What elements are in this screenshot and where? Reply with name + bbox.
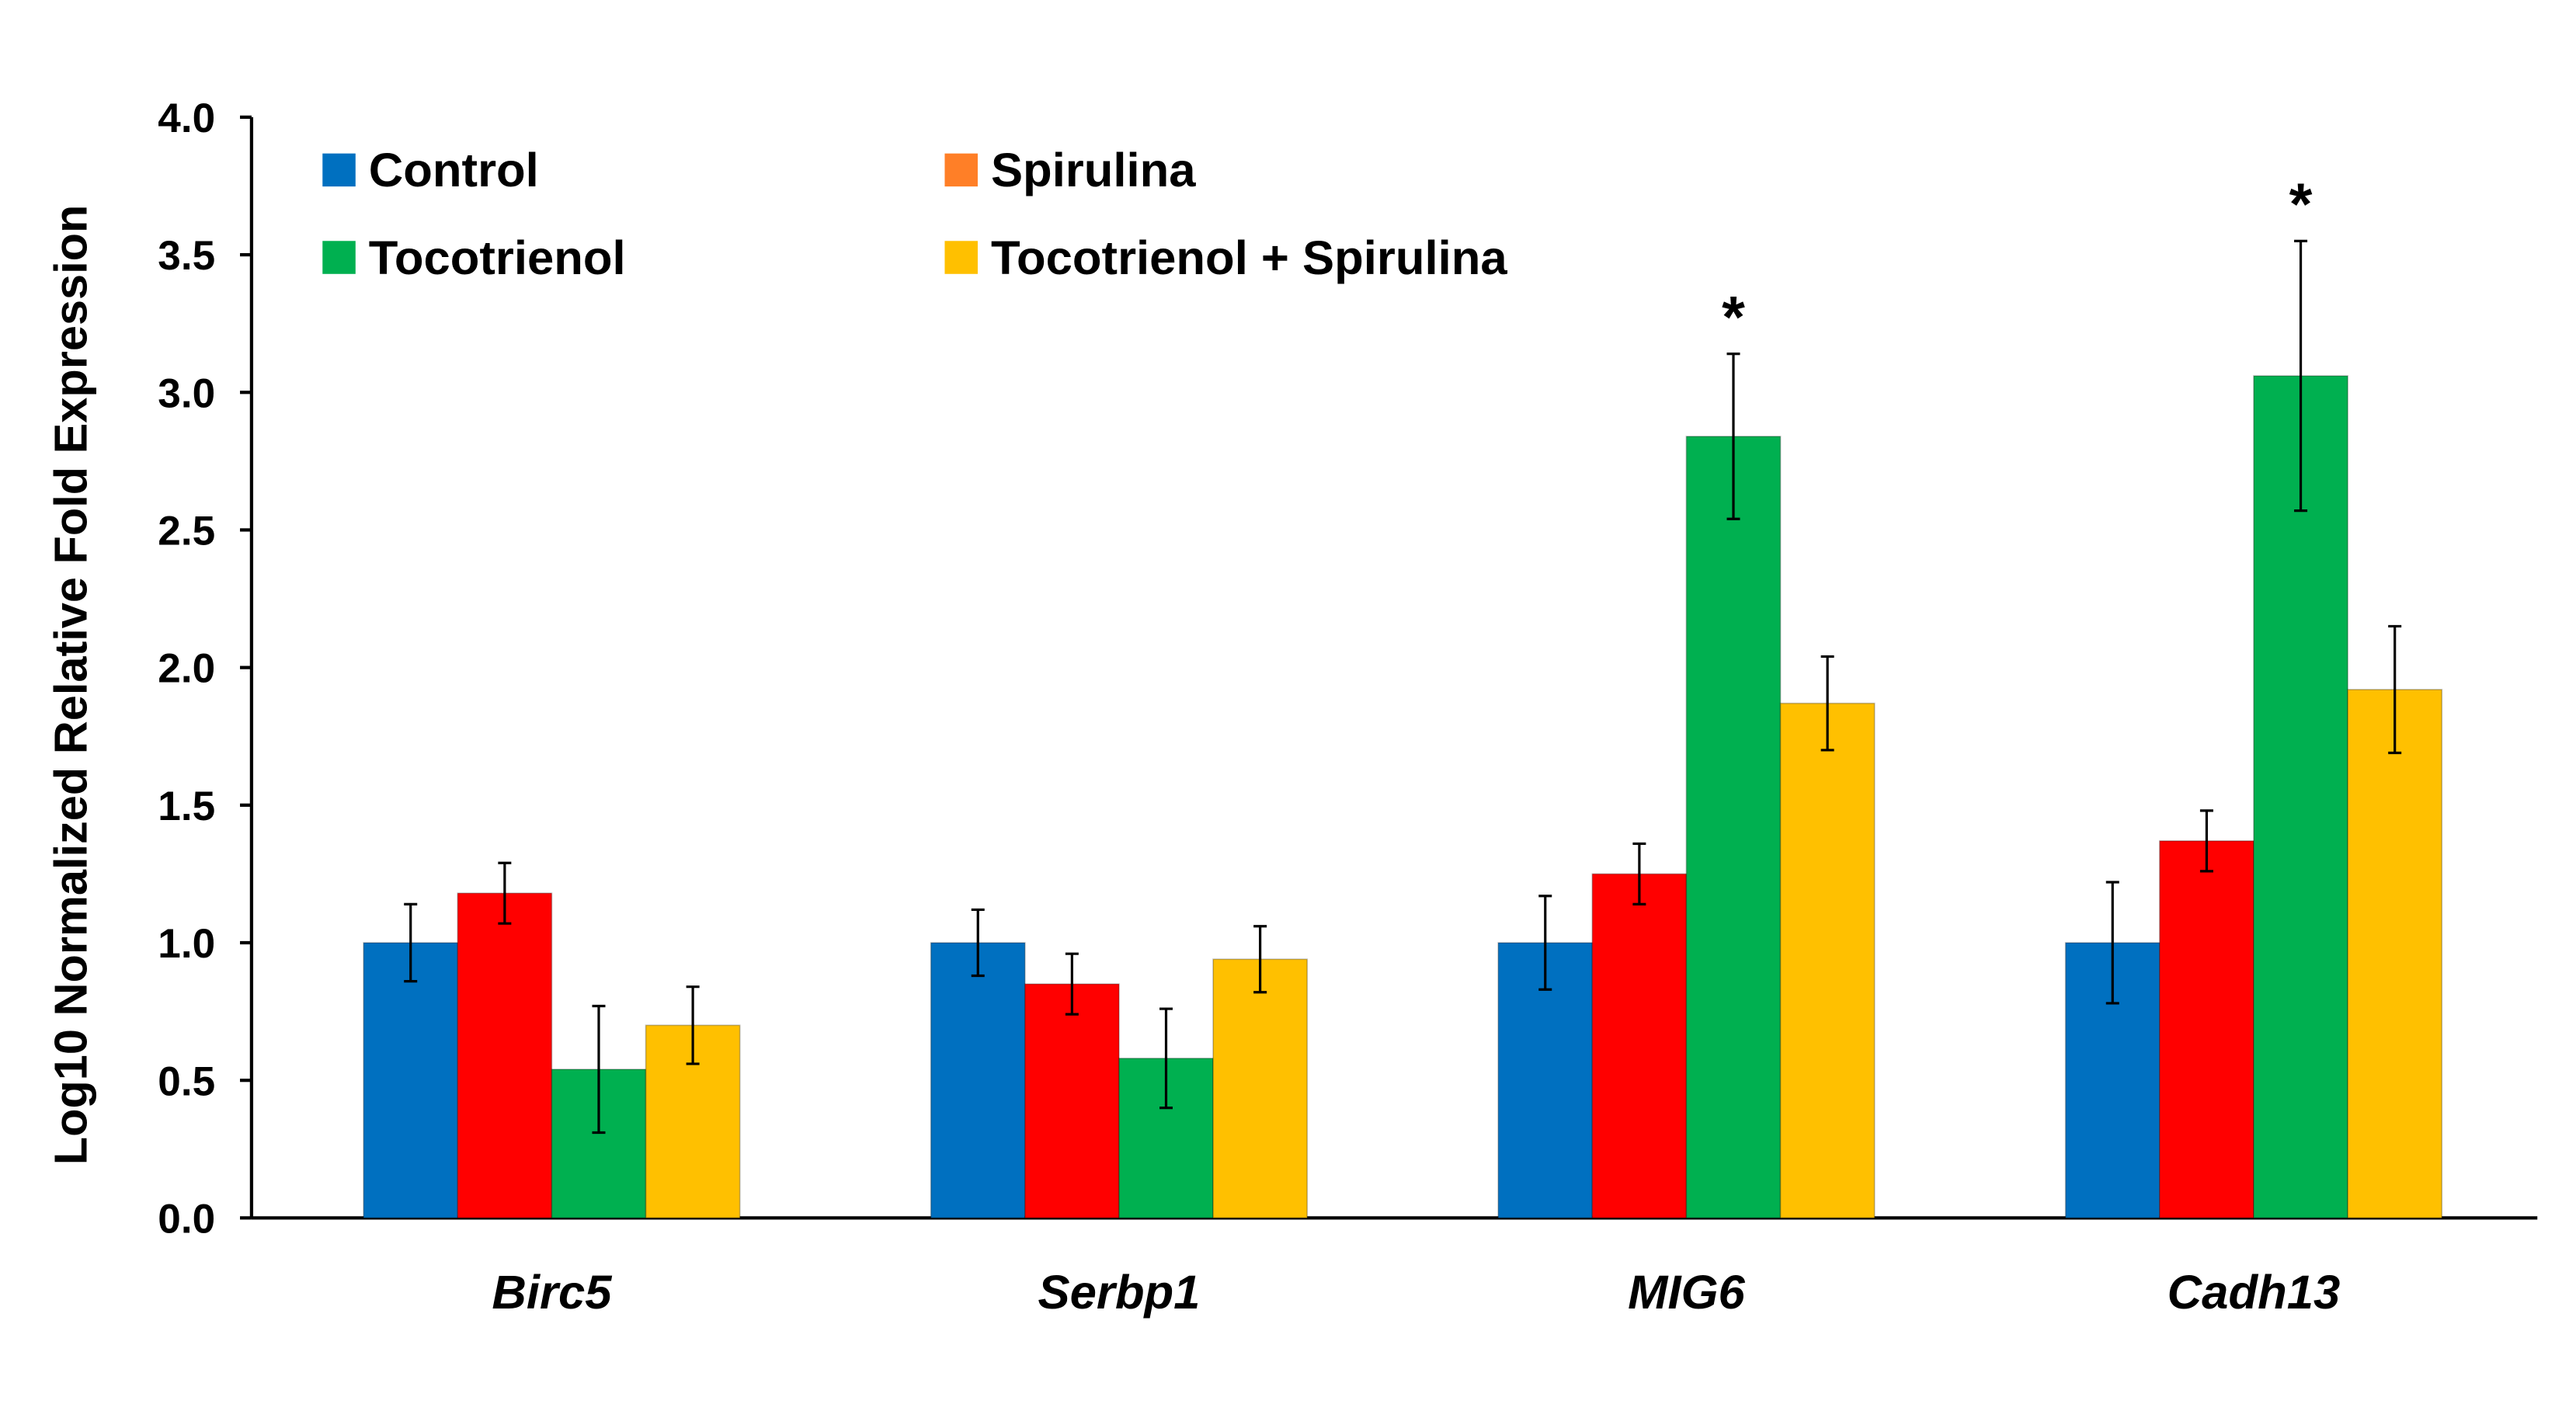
legend-label: Tocotrienol + Spirulina xyxy=(991,231,1507,285)
legend-label: Control xyxy=(369,144,539,197)
bar-control-birc5 xyxy=(363,942,459,1219)
y-tick-label: 4.0 xyxy=(158,96,215,141)
y-tick-label: 0.0 xyxy=(158,1196,215,1242)
bars: ** xyxy=(363,172,2443,1219)
y-tick-label: 1.5 xyxy=(158,784,215,829)
bar-spirulina-cadh13 xyxy=(2158,840,2254,1219)
bar-tocotrienol-spirulina-cadh13 xyxy=(2347,689,2443,1219)
bar-tocotrienol-cadh13 xyxy=(2253,375,2348,1219)
bar-tocotrienol-mig6 xyxy=(1685,436,1782,1219)
y-tick-label: 2.0 xyxy=(158,646,215,692)
y-tick-label: 3.5 xyxy=(158,233,215,279)
y-tick-label: 3.0 xyxy=(158,370,215,416)
legend: Control Spirulina Tocotrienol Tocotrienol +… xyxy=(322,144,1507,285)
significance-asterisk: * xyxy=(2289,172,2313,238)
bar-tocotrienol-spirulina-serbp1 xyxy=(1212,958,1309,1219)
legend-swatch xyxy=(322,153,356,187)
x-tick-label: Cadh13 xyxy=(2168,1266,2341,1319)
y-tick-label: 1.0 xyxy=(158,921,215,967)
bar-control-serbp1 xyxy=(930,942,1026,1219)
legend-swatch xyxy=(944,153,978,187)
x-tick-label: Birc5 xyxy=(492,1266,612,1319)
legend-swatch xyxy=(322,241,356,274)
legend-label: Spirulina xyxy=(991,144,1196,197)
significance-asterisk: * xyxy=(1722,284,1745,350)
x-tick-label: Serbp1 xyxy=(1038,1266,1201,1319)
legend-swatch xyxy=(944,241,978,274)
bar-tocotrienol-spirulina-mig6 xyxy=(1779,702,1876,1219)
y-axis-title: Log10 Normalized Relative Fold Expressio… xyxy=(44,205,96,1166)
y-tick-label: 0.5 xyxy=(158,1058,215,1104)
legend-label: Tocotrienol xyxy=(369,231,626,285)
bar-spirulina-mig6 xyxy=(1591,873,1688,1219)
axes: 0.0 0.5 1.0 1.5 2.0 2.5 3.0 3.5 4.0 Birc5 Serbp1 MI… xyxy=(158,96,2538,1319)
bar-spirulina-birc5 xyxy=(457,892,553,1219)
bar-spirulina-serbp1 xyxy=(1024,983,1120,1219)
y-tick-label: 2.5 xyxy=(158,509,215,554)
x-tick-label: MIG6 xyxy=(1628,1266,1745,1319)
